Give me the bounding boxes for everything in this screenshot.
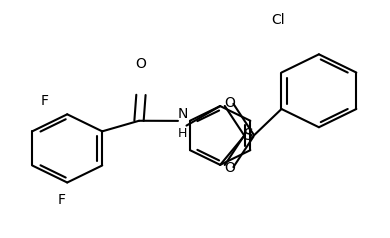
Text: O: O [224, 95, 235, 109]
Text: O: O [135, 57, 146, 71]
Text: S: S [245, 128, 254, 143]
Text: Cl: Cl [271, 13, 285, 27]
Text: O: O [224, 161, 235, 175]
Text: F: F [41, 94, 49, 108]
Text: N: N [177, 107, 188, 121]
Text: F: F [57, 193, 66, 207]
Text: H: H [178, 127, 187, 140]
